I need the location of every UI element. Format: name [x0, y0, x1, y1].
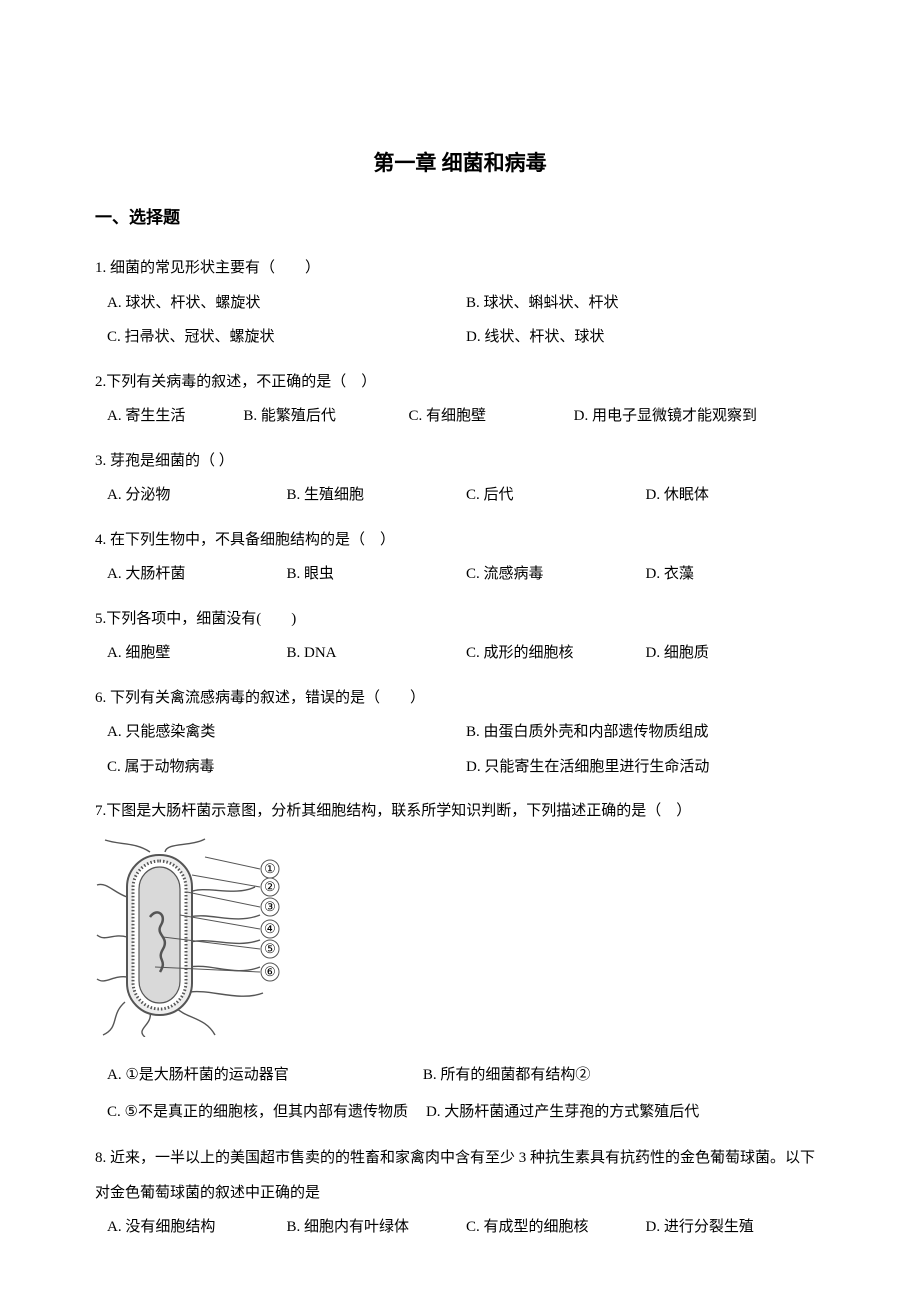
q6-opt-c: C. 属于动物病毒 [107, 750, 466, 785]
q5-opt-c: C. 成形的细胞核 [466, 636, 646, 671]
diagram-label-5: ⑤ [264, 941, 276, 956]
question-5: 5.下列各项中，细菌没有( ) A. 细胞壁 B. DNA C. 成形的细胞核 … [95, 602, 825, 671]
q6-stem: 6. 下列有关禽流感病毒的叙述，错误的是（ ） [95, 681, 825, 716]
q6-opt-a: A. 只能感染禽类 [107, 715, 466, 750]
q4-stem: 4. 在下列生物中，不具备细胞结构的是（ ） [95, 523, 825, 558]
question-7: 7.下图是大肠杆菌示意图，分析其细胞结构，联系所学知识判断，下列描述正确的是（ … [95, 794, 825, 1131]
q5-opt-d: D. 细胞质 [646, 636, 826, 671]
diagram-label-1: ① [264, 861, 276, 876]
q5-options: A. 细胞壁 B. DNA C. 成形的细胞核 D. 细胞质 [95, 636, 825, 671]
q6-options: A. 只能感染禽类 B. 由蛋白质外壳和内部遗传物质组成 C. 属于动物病毒 D… [95, 715, 825, 784]
q1-opt-d: D. 线状、杆状、球状 [466, 320, 825, 355]
q1-opt-b: B. 球状、蝌蚪状、杆状 [466, 286, 825, 321]
q5-stem: 5.下列各项中，细菌没有( ) [95, 602, 825, 637]
bacteria-svg-icon: ① ② ③ ④ ⑤ ⑥ [95, 837, 290, 1037]
diagram-label-6: ⑥ [264, 964, 276, 979]
q3-opt-a: A. 分泌物 [107, 478, 287, 513]
q3-opt-d: D. 休眠体 [646, 478, 826, 513]
q8-opt-c: C. 有成型的细胞核 [466, 1210, 646, 1245]
q7-opt-a: A. ①是大肠杆菌的运动器官 [107, 1058, 423, 1093]
diagram-label-2: ② [264, 879, 276, 894]
q4-options: A. 大肠杆菌 B. 眼虫 C. 流感病毒 D. 衣藻 [95, 557, 825, 592]
q2-stem: 2.下列有关病毒的叙述，不正确的是（ ） [95, 365, 825, 400]
q7-stem: 7.下图是大肠杆菌示意图，分析其细胞结构，联系所学知识判断，下列描述正确的是（ … [95, 794, 825, 829]
q8-opt-b: B. 细胞内有叶绿体 [287, 1210, 467, 1245]
page-title: 第一章 细菌和病毒 [95, 145, 825, 183]
q5-opt-b: B. DNA [287, 636, 467, 671]
q2-opt-a: A. 寄生生活 [107, 399, 243, 434]
q3-opt-b: B. 生殖细胞 [287, 478, 467, 513]
q6-opt-b: B. 由蛋白质外壳和内部遗传物质组成 [466, 715, 825, 750]
q4-opt-d: D. 衣藻 [646, 557, 826, 592]
section-heading: 一、选择题 [95, 203, 825, 234]
q1-opt-a: A. 球状、杆状、螺旋状 [107, 286, 466, 321]
question-4: 4. 在下列生物中，不具备细胞结构的是（ ） A. 大肠杆菌 B. 眼虫 C. … [95, 523, 825, 592]
question-2: 2.下列有关病毒的叙述，不正确的是（ ） A. 寄生生活 B. 能繁殖后代 C.… [95, 365, 825, 434]
q4-opt-b: B. 眼虫 [287, 557, 467, 592]
q2-opt-b: B. 能繁殖后代 [243, 399, 408, 434]
q7-opt-d: D. 大肠杆菌通过产生芽孢的方式繁殖后代 [426, 1095, 699, 1130]
q7-options: A. ①是大肠杆菌的运动器官 B. 所有的细菌都有结构② C. ⑤不是真正的细胞… [95, 1058, 825, 1131]
q1-options: A. 球状、杆状、螺旋状 B. 球状、蝌蚪状、杆状 C. 扫帚状、冠状、螺旋状 … [95, 286, 825, 355]
bacteria-diagram: ① ② ③ ④ ⑤ ⑥ [95, 837, 825, 1051]
q1-stem: 1. 细菌的常见形状主要有（ ） [95, 251, 825, 286]
q2-options: A. 寄生生活 B. 能繁殖后代 C. 有细胞壁 D. 用电子显微镜才能观察到 [95, 399, 825, 434]
q8-opt-a: A. 没有细胞结构 [107, 1210, 287, 1245]
diagram-label-3: ③ [264, 899, 276, 914]
q5-opt-a: A. 细胞壁 [107, 636, 287, 671]
q7-opt-b: B. 所有的细菌都有结构② [423, 1058, 591, 1093]
q8-options: A. 没有细胞结构 B. 细胞内有叶绿体 C. 有成型的细胞核 D. 进行分裂生… [95, 1210, 825, 1245]
diagram-label-4: ④ [264, 921, 276, 936]
q3-options: A. 分泌物 B. 生殖细胞 C. 后代 D. 休眠体 [95, 478, 825, 513]
q6-opt-d: D. 只能寄生在活细胞里进行生命活动 [466, 750, 825, 785]
q4-opt-a: A. 大肠杆菌 [107, 557, 287, 592]
q3-opt-c: C. 后代 [466, 478, 646, 513]
question-6: 6. 下列有关禽流感病毒的叙述，错误的是（ ） A. 只能感染禽类 B. 由蛋白… [95, 681, 825, 785]
q8-stem: 8. 近来，一半以上的美国超市售卖的的牲畜和家禽肉中含有至少 3 种抗生素具有抗… [95, 1141, 825, 1210]
q3-stem: 3. 芽孢是细菌的（ ） [95, 444, 825, 479]
q4-opt-c: C. 流感病毒 [466, 557, 646, 592]
q2-opt-c: C. 有细胞壁 [409, 399, 574, 434]
q2-opt-d: D. 用电子显微镜才能观察到 [574, 399, 825, 434]
q8-opt-d: D. 进行分裂生殖 [646, 1210, 826, 1245]
q1-opt-c: C. 扫帚状、冠状、螺旋状 [107, 320, 466, 355]
question-8: 8. 近来，一半以上的美国超市售卖的的牲畜和家禽肉中含有至少 3 种抗生素具有抗… [95, 1141, 825, 1245]
question-1: 1. 细菌的常见形状主要有（ ） A. 球状、杆状、螺旋状 B. 球状、蝌蚪状、… [95, 251, 825, 355]
question-3: 3. 芽孢是细菌的（ ） A. 分泌物 B. 生殖细胞 C. 后代 D. 休眠体 [95, 444, 825, 513]
q7-opt-c: C. ⑤不是真正的细胞核，但其内部有遗传物质 [107, 1095, 408, 1130]
